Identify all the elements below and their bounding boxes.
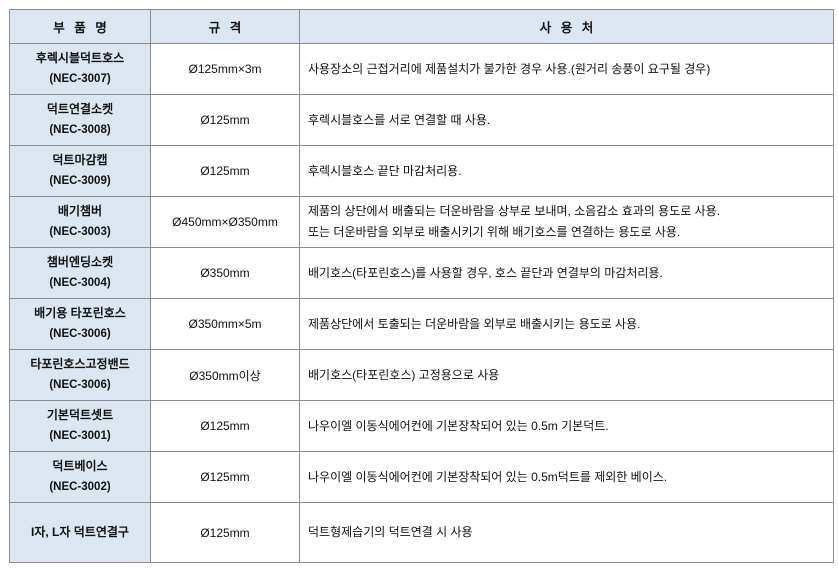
table-row: I자, L자 덕트연결구 Ø125mm 덕트형제습기의 덕트연결 시 사용 bbox=[9, 502, 834, 563]
part-name: 덕트마감캡 bbox=[52, 153, 108, 167]
usage-cell: 제품의 상단에서 배출되는 더운바람을 상부로 보내며, 소음감소 효과의 용도… bbox=[299, 196, 834, 248]
part-name: I자, L자 덕트연결구 bbox=[31, 525, 129, 539]
part-name: 기본덕트셋트 bbox=[46, 408, 114, 422]
spec-cell: Ø350mm bbox=[150, 247, 300, 299]
part-name: 배기챔버 bbox=[57, 204, 103, 218]
part-code: (NEC-3006) bbox=[49, 328, 111, 340]
part-name-cell: 덕트연결소켓 (NEC-3008) bbox=[9, 94, 151, 146]
part-code: (NEC-3004) bbox=[49, 277, 111, 289]
header-spec: 규 격 bbox=[150, 9, 300, 44]
part-code: (NEC-3009) bbox=[49, 175, 111, 187]
usage-line: 후렉시블호스를 서로 연결할 때 사용. bbox=[308, 112, 491, 127]
part-code: (NEC-3001) bbox=[49, 430, 111, 442]
usage-cell: 후렉시블호스를 서로 연결할 때 사용. bbox=[299, 94, 834, 146]
part-name: 챔버엔딩소켓 bbox=[46, 255, 114, 269]
part-code: (NEC-3008) bbox=[49, 124, 111, 136]
part-name-cell: 배기용 타포린호스 (NEC-3006) bbox=[9, 298, 151, 350]
spec-cell: Ø350mm×5m bbox=[150, 298, 300, 350]
part-name: 덕트연결소켓 bbox=[46, 102, 114, 116]
part-code: (NEC-3007) bbox=[49, 73, 111, 85]
usage-line: 덕트형제습기의 덕트연결 시 사용 bbox=[308, 525, 473, 539]
table-row: 배기용 타포린호스 (NEC-3006) Ø350mm×5m 제품상단에서 토출되는 … bbox=[9, 298, 834, 350]
table-row: 타포린호스고정밴드 (NEC-3006) Ø350mm이상 배기호스(타포린호스) 고… bbox=[9, 349, 834, 401]
usage-line: 또는 더운바람을 외부로 배출시키기 위해 배기호스를 연결하는 용도로 사용. bbox=[308, 225, 681, 239]
usage-cell: 제품상단에서 토출되는 더운바람을 외부로 배출시키는 용도로 사용. bbox=[299, 298, 834, 350]
usage-line: 나우이엘 이동식에어컨에 기본장착되어 있는 0.5m 기본덕트. bbox=[308, 418, 609, 433]
part-name: 덕트베이스 bbox=[52, 459, 108, 473]
spec-cell: Ø125mm bbox=[150, 145, 300, 197]
usage-line: 배기호스(타포린호스)를 사용할 경우, 호스 끝단과 연결부의 마감처리용. bbox=[308, 265, 663, 280]
part-name-cell: 배기챔버 (NEC-3003) bbox=[9, 196, 151, 248]
usage-cell: 나우이엘 이동식에어컨에 기본장착되어 있는 0.5m 기본덕트. bbox=[299, 400, 834, 452]
part-name-cell: 타포린호스고정밴드 (NEC-3006) bbox=[9, 349, 151, 401]
part-name-cell: 챔버엔딩소켓 (NEC-3004) bbox=[9, 247, 151, 299]
usage-line: 나우이엘 이동식에어컨에 기본장착되어 있는 0.5m덕트를 제외한 베이스. bbox=[308, 469, 668, 484]
usage-cell: 나우이엘 이동식에어컨에 기본장착되어 있는 0.5m덕트를 제외한 베이스. bbox=[299, 451, 834, 503]
usage-cell: 후렉시블호스 끝단 마감처리용. bbox=[299, 145, 834, 197]
part-name: 배기용 타포린호스 bbox=[34, 306, 126, 320]
table-row: 후렉시블덕트호스 (NEC-3007) Ø125mm×3m 사용장소의 근접거리에 제… bbox=[9, 43, 834, 95]
header-usage: 사 용 처 bbox=[299, 9, 834, 44]
usage-line: 제품의 상단에서 배출되는 더운바람을 상부로 보내며, 소음감소 효과의 용도… bbox=[308, 204, 721, 218]
table-row: 덕트연결소켓 (NEC-3008) Ø125mm 후렉시블호스를 서로 연결할 때 사… bbox=[9, 94, 834, 146]
header-part-name: 부 품 명 bbox=[9, 9, 151, 44]
part-name-cell: 기본덕트셋트 (NEC-3001) bbox=[9, 400, 151, 452]
part-name-cell: 덕트베이스 (NEC-3002) bbox=[9, 451, 151, 503]
table-row: 기본덕트셋트 (NEC-3001) Ø125mm 나우이엘 이동식에어컨에 기본장착되… bbox=[9, 400, 834, 452]
spec-cell: Ø350mm이상 bbox=[150, 349, 300, 401]
spec-cell: Ø125mm bbox=[150, 94, 300, 146]
part-name-cell: 덕트마감캡 (NEC-3009) bbox=[9, 145, 151, 197]
usage-cell: 배기호스(타포린호스)를 사용할 경우, 호스 끝단과 연결부의 마감처리용. bbox=[299, 247, 834, 299]
part-name-cell: I자, L자 덕트연결구 bbox=[9, 502, 151, 563]
part-code: (NEC-3002) bbox=[49, 481, 111, 493]
spec-cell: Ø125mm bbox=[150, 400, 300, 452]
usage-line: 제품상단에서 토출되는 더운바람을 외부로 배출시키는 용도로 사용. bbox=[308, 316, 641, 331]
usage-line: 사용장소의 근접거리에 제품설치가 불가한 경우 사용.(원거리 송풍이 요구될… bbox=[308, 61, 711, 76]
spec-cell: Ø125mm bbox=[150, 502, 300, 563]
part-code: (NEC-3006) bbox=[49, 379, 111, 391]
usage-line: 후렉시블호스 끝단 마감처리용. bbox=[308, 163, 462, 178]
table-header-row: 부 품 명 규 격 사 용 처 bbox=[9, 9, 834, 44]
usage-cell: 사용장소의 근접거리에 제품설치가 불가한 경우 사용.(원거리 송풍이 요구될… bbox=[299, 43, 834, 95]
usage-cell: 배기호스(타포린호스) 고정용으로 사용 bbox=[299, 349, 834, 401]
spec-cell: Ø125mm bbox=[150, 451, 300, 503]
parts-table: 부 품 명 규 격 사 용 처 후렉시블덕트호스 (NEC-3007) Ø125mm… bbox=[9, 9, 834, 563]
table-row: 덕트마감캡 (NEC-3009) Ø125mm 후렉시블호스 끝단 마감처리용. bbox=[9, 145, 834, 197]
part-code: (NEC-3003) bbox=[49, 226, 111, 238]
usage-cell: 덕트형제습기의 덕트연결 시 사용 bbox=[299, 502, 834, 563]
part-name: 후렉시블덕트호스 bbox=[35, 51, 125, 65]
spec-cell: Ø125mm×3m bbox=[150, 43, 300, 95]
table-row: 배기챔버 (NEC-3003) Ø450mm×Ø350mm 제품의 상단에서 배출되는… bbox=[9, 196, 834, 248]
part-name-cell: 후렉시블덕트호스 (NEC-3007) bbox=[9, 43, 151, 95]
table-row: 챔버엔딩소켓 (NEC-3004) Ø350mm 배기호스(타포린호스)를 사용할 경… bbox=[9, 247, 834, 299]
table-row: 덕트베이스 (NEC-3002) Ø125mm 나우이엘 이동식에어컨에 기본장착되어… bbox=[9, 451, 834, 503]
part-name: 타포린호스고정밴드 bbox=[30, 357, 130, 371]
spec-cell: Ø450mm×Ø350mm bbox=[150, 196, 300, 248]
usage-line: 배기호스(타포린호스) 고정용으로 사용 bbox=[308, 367, 500, 382]
